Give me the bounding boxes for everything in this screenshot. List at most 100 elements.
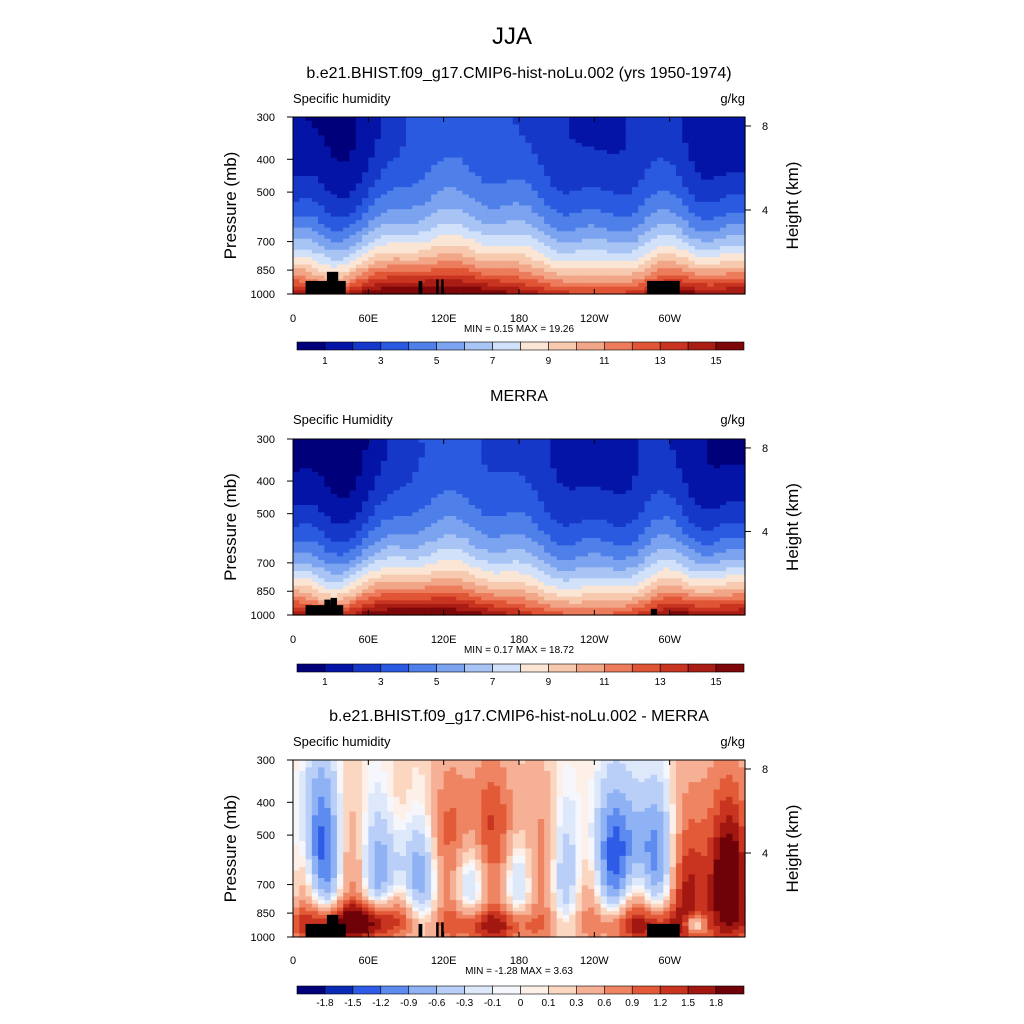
heatmap-cell	[462, 135, 470, 140]
heatmap-cell	[707, 164, 715, 170]
heatmap-cell	[688, 494, 696, 499]
heatmap-cell	[431, 464, 438, 469]
heatmap-cell	[581, 501, 589, 506]
heatmap-cell	[374, 450, 382, 455]
heatmap-cell	[531, 246, 539, 251]
heatmap-cell	[694, 227, 702, 232]
heatmap-cell	[362, 286, 369, 291]
y-tick-label: 300	[257, 112, 275, 124]
heatmap-cell	[581, 172, 589, 177]
heatmap-cell	[431, 282, 438, 288]
heatmap-cell	[387, 439, 395, 444]
heatmap-cell	[719, 253, 727, 258]
heatmap-cell	[299, 164, 307, 170]
heatmap-cell	[399, 201, 407, 207]
heatmap-cell	[311, 164, 319, 170]
heatmap-cell	[632, 268, 639, 273]
heatmap-cell	[719, 139, 727, 144]
heatmap-cell	[675, 486, 683, 491]
heatmap-cell	[581, 135, 589, 140]
heatmap-cell	[613, 275, 621, 280]
heatmap-cell	[632, 249, 639, 255]
heatmap-cell	[732, 150, 740, 155]
heatmap-cell	[431, 238, 438, 243]
heatmap-cell	[625, 268, 633, 273]
heatmap-cell	[318, 153, 325, 159]
heatmap-cell	[663, 168, 671, 173]
heatmap-cell	[600, 231, 608, 236]
heatmap-cell	[481, 117, 489, 122]
heatmap-cell	[525, 216, 533, 221]
heatmap-cell	[330, 475, 338, 480]
heatmap-cell	[343, 290, 351, 295]
heatmap-cell	[594, 157, 602, 162]
heatmap-cell	[393, 128, 401, 133]
heatmap-cell	[644, 475, 652, 480]
heatmap-cell	[694, 157, 702, 162]
heatmap-cell	[613, 212, 621, 218]
heatmap-cell	[437, 128, 445, 133]
heatmap-cell	[443, 446, 451, 451]
heatmap-cell	[531, 150, 539, 155]
heatmap-cell	[701, 260, 708, 266]
heatmap-cell	[738, 475, 746, 480]
heatmap-cell	[399, 497, 407, 502]
heatmap-cell	[336, 464, 344, 469]
heatmap-cell	[336, 179, 344, 184]
heatmap-cell	[406, 439, 413, 444]
heatmap-cell	[644, 172, 652, 177]
heatmap-cell	[650, 198, 658, 203]
heatmap-cell	[449, 494, 457, 499]
heatmap-cell	[575, 246, 583, 251]
heatmap-cell	[443, 150, 451, 155]
heatmap-cell	[606, 501, 614, 506]
heatmap-cell	[343, 249, 351, 255]
heatmap-cell	[707, 212, 715, 218]
heatmap-cell	[519, 176, 526, 181]
heatmap-cell	[701, 220, 708, 225]
heatmap-cell	[437, 179, 445, 184]
heatmap-cell	[311, 157, 319, 162]
heatmap-cell	[512, 468, 520, 473]
heatmap-cell	[550, 205, 558, 210]
heatmap-cell	[588, 220, 595, 225]
heatmap-cell	[550, 142, 558, 148]
heatmap-cell	[330, 501, 338, 506]
heatmap-cell	[443, 120, 451, 125]
heatmap-cell	[594, 253, 602, 258]
heatmap-cell	[606, 472, 614, 477]
heatmap-cell	[462, 260, 470, 266]
heatmap-cell	[719, 475, 727, 480]
heatmap-cell	[600, 442, 608, 447]
heatmap-cell	[500, 472, 508, 477]
heatmap-cell	[519, 190, 526, 196]
heatmap-cell	[380, 161, 388, 166]
heatmap-cell	[437, 282, 445, 288]
heatmap-cell	[707, 279, 715, 284]
heatmap-cell	[657, 508, 664, 513]
heatmap-cell	[669, 253, 677, 258]
heatmap-cell	[701, 257, 708, 262]
heatmap-cell	[487, 238, 495, 243]
heatmap-cell	[330, 479, 338, 484]
heatmap-cell	[506, 457, 514, 462]
heatmap-cell	[462, 179, 470, 184]
heatmap-cell	[625, 146, 633, 151]
heatmap-cell	[318, 246, 325, 251]
heatmap-cell	[531, 209, 539, 214]
heatmap-cell	[462, 117, 470, 122]
heatmap-cell	[431, 472, 438, 477]
heatmap-cell	[701, 483, 708, 488]
heatmap-cell	[380, 501, 388, 506]
heatmap-cell	[675, 253, 683, 258]
heatmap-cell	[638, 442, 646, 447]
heatmap-cell	[600, 212, 608, 218]
heatmap-cell	[575, 139, 583, 144]
heatmap-cell	[556, 501, 564, 506]
heatmap-cell	[431, 120, 438, 125]
heatmap-cell	[437, 286, 445, 291]
heatmap-cell	[688, 212, 696, 218]
heatmap-cell	[449, 271, 457, 277]
heatmap-cell	[311, 209, 319, 214]
heatmap-cell	[462, 190, 470, 196]
